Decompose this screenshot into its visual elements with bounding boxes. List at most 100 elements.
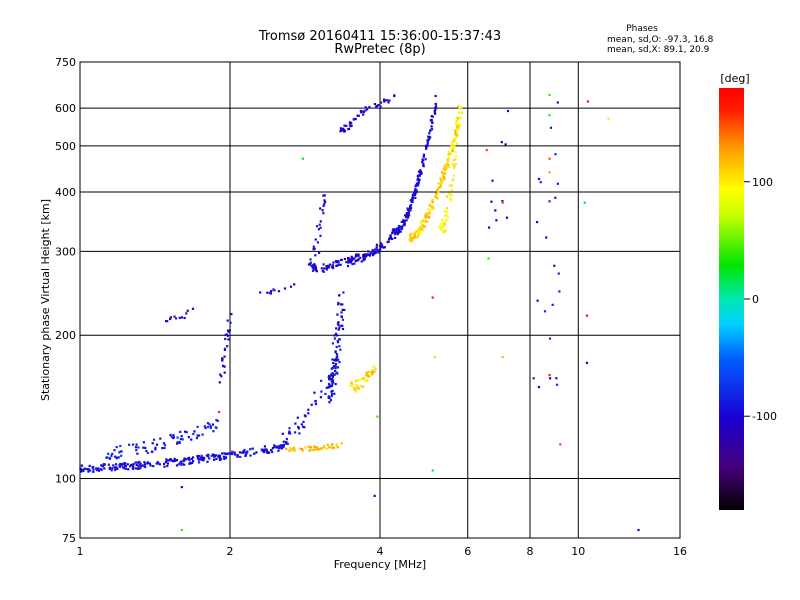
echo-point [324, 392, 327, 395]
echo-point [419, 170, 422, 173]
echo-point [224, 456, 228, 460]
echo-point [122, 462, 125, 465]
echo-point [314, 399, 317, 403]
echo-point [436, 188, 439, 192]
echo-point [313, 391, 316, 394]
echo-point [318, 223, 321, 226]
echo-point [431, 198, 434, 201]
echo-point [391, 231, 394, 235]
echo-point [445, 218, 448, 221]
echo-point [329, 399, 332, 402]
echo-point [607, 117, 610, 120]
echo-point [445, 167, 448, 170]
echo-point [338, 345, 341, 348]
echo-point [334, 350, 337, 353]
echo-point [451, 144, 454, 147]
echo-point [409, 207, 412, 210]
echo-point [311, 269, 315, 272]
echo-point [455, 135, 459, 138]
echo-point [425, 145, 428, 148]
echo-point [356, 380, 359, 383]
echo-point [356, 387, 359, 390]
echo-point [364, 109, 367, 112]
echo-point [363, 258, 366, 261]
echo-point [154, 448, 157, 451]
echo-point [334, 332, 338, 335]
echo-point [314, 447, 318, 450]
echo-point [339, 303, 342, 306]
echo-point [336, 446, 339, 449]
echo-point [207, 453, 210, 456]
echo-point [325, 447, 328, 450]
echo-point [439, 185, 442, 188]
echo-point [314, 254, 317, 257]
echo-point [328, 263, 332, 266]
echo-point [330, 384, 333, 388]
echo-point [434, 195, 437, 198]
echo-point [277, 290, 281, 293]
echo-point [372, 254, 375, 257]
echo-point [350, 381, 353, 384]
echo-point [309, 258, 312, 261]
y-tick-label: 100 [55, 473, 76, 486]
echo-point [374, 248, 377, 251]
echo-point [333, 373, 336, 376]
echo-point [372, 250, 376, 253]
echo-point [343, 124, 346, 127]
echo-point [319, 207, 322, 210]
echo-point [431, 115, 434, 118]
echo-point [208, 423, 211, 426]
echo-point [312, 267, 315, 270]
echo-point [168, 459, 171, 462]
echo-point [417, 177, 420, 180]
echo-point [123, 467, 126, 470]
echo-point [230, 452, 234, 456]
echo-point [421, 160, 424, 164]
echo-point [357, 258, 360, 261]
echo-point [349, 125, 352, 128]
echo-point [430, 205, 433, 208]
echo-point [417, 170, 421, 173]
echo-point [429, 136, 432, 139]
echo-point [289, 446, 292, 449]
echo-point [442, 176, 445, 179]
echo-point [368, 105, 371, 109]
echo-point [107, 463, 110, 466]
echo-point [127, 468, 130, 471]
echo-point [328, 378, 331, 381]
echo-point [322, 204, 325, 207]
echo-point [325, 266, 328, 269]
echo-point [92, 468, 95, 471]
echo-point [548, 374, 551, 377]
echo-point [134, 446, 138, 449]
y-tick-label: 200 [55, 329, 76, 342]
echo-point [373, 370, 376, 373]
echo-point [136, 461, 139, 464]
echo-point [327, 385, 331, 389]
echo-point [192, 460, 195, 463]
echo-point [226, 334, 229, 337]
echo-point [445, 195, 448, 198]
echo-point [371, 252, 375, 255]
y-axis-ticks: 75 100 200 300 400 500 600 750 [55, 56, 76, 545]
echo-point [273, 446, 276, 449]
echo-point [417, 180, 420, 183]
echo-point [271, 450, 274, 454]
echo-point [340, 442, 343, 445]
echo-point [431, 201, 434, 204]
echo-point [126, 463, 129, 466]
echo-point [336, 372, 339, 375]
colorbar-tick-label: -100 [752, 410, 777, 423]
echo-point [352, 386, 355, 389]
colorbar [719, 88, 744, 510]
echo-point [426, 215, 429, 218]
echo-point [313, 445, 316, 448]
echo-point [548, 337, 552, 340]
echo-point [356, 385, 359, 389]
echo-point [443, 223, 446, 226]
echo-point [374, 106, 378, 109]
echo-point [180, 316, 183, 319]
echo-point [335, 327, 338, 330]
echo-point [455, 142, 459, 145]
echo-point [405, 219, 408, 222]
